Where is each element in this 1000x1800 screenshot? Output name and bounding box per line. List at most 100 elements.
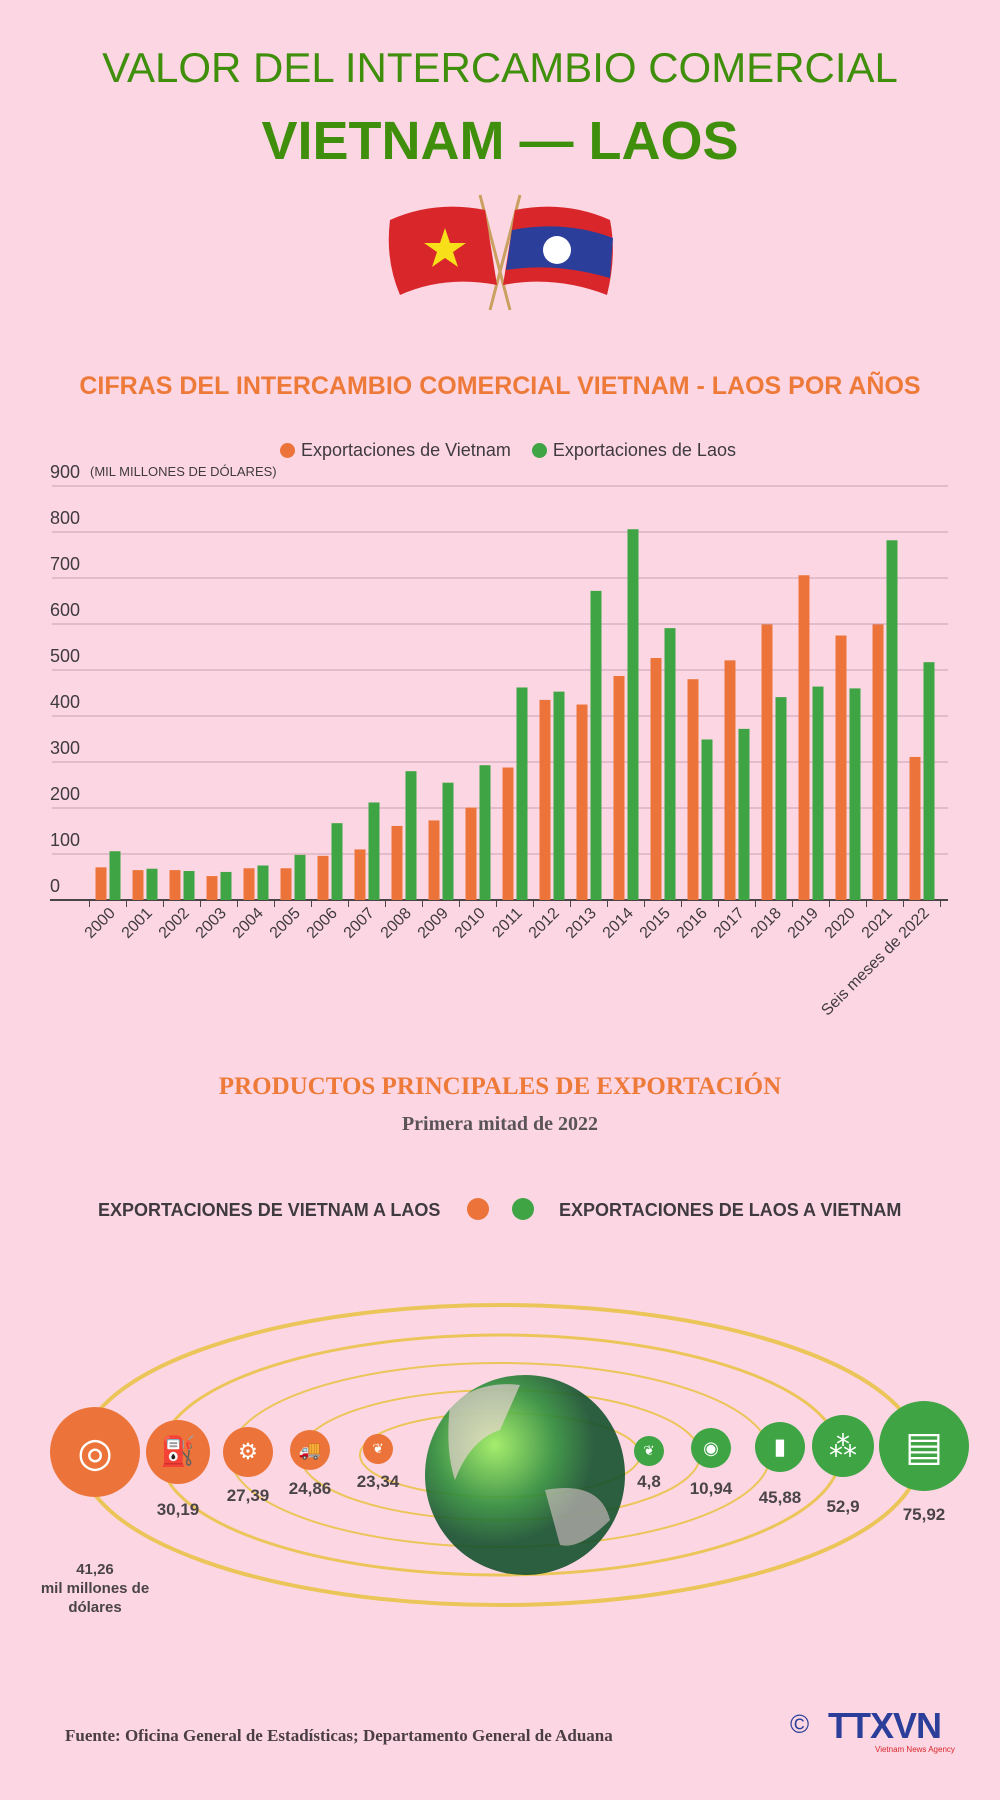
bar-laos (109, 851, 121, 900)
bar-vietnam (132, 870, 144, 900)
x-tick-label: 2014 (600, 905, 637, 942)
laos-product-value: 75,92 (902, 1505, 946, 1524)
x-tick-label: 2001 (119, 905, 156, 942)
bar-laos (146, 868, 158, 900)
bar-laos (368, 802, 380, 900)
x-tick-label: 2016 (674, 905, 711, 942)
legend-vietnam-marker (280, 443, 296, 458)
bar-vietnam (428, 820, 440, 900)
bar-laos (220, 871, 232, 900)
x-tick-label: 2007 (341, 905, 378, 942)
bar-vietnam (909, 756, 921, 900)
laos-product-wood-icon: ▤ (879, 1401, 969, 1491)
bar-chart: 0 100 200 300 400 500 600 700 800 900 (MIL MILLONE… (50, 462, 948, 1019)
title-line-2: VIETNAM — LAOS (261, 111, 739, 171)
bar-vietnam (391, 825, 403, 900)
bar-laos (516, 687, 528, 900)
bar-vietnam (465, 807, 477, 900)
laos-product-sack-icon: ▮ (755, 1422, 805, 1472)
vietnam-product-value: 27,39 (226, 1486, 270, 1505)
y-tick-label: 500 (50, 646, 80, 666)
x-tick-label: 2011 (489, 905, 525, 941)
laos-product-ore-icon: ⁂ (812, 1415, 874, 1477)
laos-product-value: 4,8 (637, 1472, 661, 1491)
bar-vietnam (95, 867, 107, 900)
x-tick-label: 2002 (156, 905, 193, 942)
x-tick-label: 2018 (748, 905, 785, 942)
y-tick-label: 100 (50, 830, 80, 850)
legend-orange-dot (467, 1198, 490, 1220)
legend-vietnam-to-laos-label: EXPORTACIONES DE VIETNAM A LAOS (98, 1200, 441, 1220)
x-tick-label: 2008 (378, 905, 415, 942)
bar-vietnam (798, 575, 810, 900)
bar-laos (405, 771, 417, 900)
bar-vietnam (206, 876, 218, 900)
bar-vietnam (502, 767, 514, 900)
x-tick-label: 2017 (711, 905, 748, 942)
bar-laos (294, 854, 306, 900)
bar-laos (738, 728, 750, 900)
bar-vietnam (243, 868, 255, 900)
unit-note: 41,26 mil millones de dólares (20, 1560, 170, 1617)
bar-laos (627, 529, 639, 900)
chart-title: CIFRAS DEL INTERCAMBIO COMERCIAL VIETNAM… (79, 372, 921, 400)
bar-laos (553, 691, 565, 900)
crossed-flags-icon (388, 194, 613, 311)
x-tick-label: 2003 (193, 905, 230, 942)
bar-laos (701, 739, 713, 900)
vietnam-product-vegetable-icon: ❦ (363, 1434, 393, 1464)
x-tick-label: 2004 (230, 905, 267, 942)
bar-laos (886, 540, 898, 900)
bar-vietnam (317, 855, 329, 900)
bar-vietnam (539, 699, 551, 900)
legend-laos-marker (531, 443, 547, 458)
title-line-1: VALOR DEL INTERCAMBIO COMERCIAL (102, 44, 898, 91)
x-tick-label: 2019 (785, 905, 822, 942)
bar-laos (331, 823, 343, 900)
laos-product-fertilizer-icon: ◉ (691, 1428, 731, 1468)
largest-value: 41,26 (76, 1561, 114, 1578)
bar-laos (442, 782, 454, 900)
y-tick-label: 300 (50, 738, 80, 758)
bar-vietnam (576, 704, 588, 900)
legend-laos-to-vietnam-label: EXPORTACIONES DE LAOS A VIETNAM (559, 1200, 902, 1220)
laos-product-value: 45,88 (758, 1488, 802, 1507)
x-tick-label: 2013 (563, 905, 600, 942)
legend-vietnam-to-laos: EXPORTACIONES DE VIETNAM A LAOS (98, 1198, 495, 1221)
source-note: Fuente: Oficina General de Estadísticas;… (65, 1726, 613, 1745)
bar-laos (183, 871, 195, 900)
y-tick-label: 200 (50, 784, 80, 804)
laos-product-vegetable-icon: ❦ (634, 1436, 664, 1466)
bar-laos (849, 688, 861, 900)
laos-product-value: 52,9 (826, 1497, 860, 1516)
unit-label: mil millones de dólares (40, 1580, 150, 1616)
bar-vietnam (650, 658, 662, 900)
legend-vietnam: Exportaciones de Vietnam (301, 440, 511, 460)
legend-green-dot (512, 1198, 534, 1220)
vietnam-product-value: 24,86 (288, 1479, 332, 1498)
y-tick-label: 400 (50, 692, 80, 712)
ttxvn-logo: © TTXVN Vietnam News Agency (790, 1705, 955, 1754)
y-tick-label: 900 (50, 462, 80, 482)
x-tick-label: 2012 (526, 905, 563, 942)
bar-laos (479, 765, 491, 900)
y-axis-unit: (MIL MILLONES DE DÓLARES) (90, 464, 277, 479)
bar-vietnam (761, 624, 773, 900)
vietnam-product-value: 30,19 (156, 1500, 200, 1519)
legend-laos-to-vietnam: EXPORTACIONES DE LAOS A VIETNAM (512, 1198, 901, 1221)
bar-laos (923, 662, 935, 900)
x-tick-label: 2005 (267, 905, 304, 942)
y-tick-label: 0 (50, 876, 60, 896)
bar-vietnam (354, 849, 366, 900)
globe-icon (425, 1375, 625, 1575)
bar-vietnam (724, 660, 736, 900)
bar-laos (664, 628, 676, 900)
bar-vietnam (169, 870, 181, 900)
vietnam-product-value: 23,34 (356, 1472, 400, 1491)
y-tick-label: 700 (50, 554, 80, 574)
x-tick-label: 2009 (415, 905, 452, 942)
bar-laos (590, 590, 602, 900)
vietnam-product-vehicle-icon: 🚚 (290, 1430, 330, 1470)
products-subtitle: Primera mitad de 2022 (401, 1113, 599, 1135)
bar-vietnam (687, 679, 699, 900)
